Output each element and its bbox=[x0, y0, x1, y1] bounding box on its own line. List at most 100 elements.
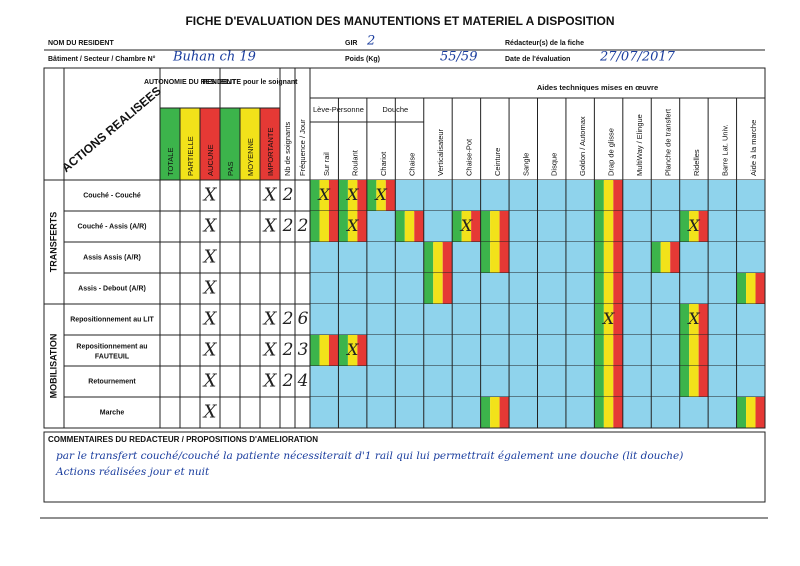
aid-label: Ceinture bbox=[493, 148, 502, 176]
staff-value: 2 bbox=[282, 216, 294, 236]
staff-value: 2 bbox=[282, 309, 294, 329]
aid-stripe bbox=[319, 180, 329, 211]
aid-stripe bbox=[366, 180, 377, 211]
aid-stripe bbox=[689, 304, 699, 335]
aid-cell bbox=[452, 273, 481, 304]
aid-cell bbox=[622, 304, 652, 335]
aid-mark: X bbox=[345, 216, 359, 235]
field-value: 27/07/2017 bbox=[599, 50, 676, 65]
aid-cell bbox=[423, 180, 453, 211]
aid-cell bbox=[537, 180, 566, 211]
aid-stripe bbox=[357, 335, 367, 366]
aid-stripe bbox=[594, 335, 604, 366]
field-label: Rédacteur(s) de la fiche bbox=[505, 40, 584, 47]
aid-cell bbox=[537, 273, 566, 304]
aid-cell bbox=[651, 335, 680, 366]
aid-cell bbox=[565, 242, 595, 273]
aid-stripe bbox=[603, 273, 614, 304]
aid-stripe bbox=[603, 335, 614, 366]
actions-heading: ACTIONS REALISEES bbox=[59, 84, 164, 175]
aid-cell bbox=[537, 304, 566, 335]
aid-stripe bbox=[480, 242, 491, 273]
action-label: Assis Assis (A/R) bbox=[83, 254, 141, 261]
check-mark: X bbox=[262, 309, 278, 330]
field-label: GIR bbox=[345, 40, 357, 47]
aid-cell bbox=[565, 180, 595, 211]
aid-stripe bbox=[423, 242, 434, 273]
aid-cell bbox=[622, 180, 652, 211]
aid-cell bbox=[338, 366, 367, 397]
aid-stripe bbox=[490, 211, 500, 242]
aid-stripe bbox=[471, 211, 481, 242]
aid-cell bbox=[565, 304, 595, 335]
action-label: Assis - Debout (A/R) bbox=[78, 285, 146, 292]
aid-cell bbox=[509, 211, 538, 242]
field-label: NOM DU RESIDENT bbox=[48, 40, 114, 47]
aid-cell bbox=[708, 366, 737, 397]
level-label: IMPORTANTE bbox=[266, 128, 275, 176]
aid-cell bbox=[366, 335, 396, 366]
aid-cell bbox=[736, 211, 765, 242]
aid-stripe bbox=[613, 242, 623, 273]
aid-stripe bbox=[736, 397, 747, 428]
aid-label: Barre Lat. Univ. bbox=[720, 124, 729, 176]
aid-cell bbox=[651, 211, 680, 242]
aid-cell bbox=[395, 366, 424, 397]
aid-cell bbox=[480, 304, 510, 335]
aid-cell bbox=[452, 180, 481, 211]
aid-stripe bbox=[338, 335, 348, 366]
aid-label: Roulant bbox=[351, 149, 360, 176]
aid-cell bbox=[622, 273, 652, 304]
aid-mark: X bbox=[345, 340, 359, 359]
group-title: PENIBILITE pour le soignant bbox=[203, 79, 299, 86]
aid-cell bbox=[708, 273, 737, 304]
check-mark: X bbox=[202, 216, 218, 237]
form-title: FICHE D'EVALUATION DES MANUTENTIONS ET M… bbox=[185, 14, 614, 28]
check-mark: X bbox=[202, 185, 218, 206]
aid-cell bbox=[622, 366, 652, 397]
aid-stripe bbox=[746, 273, 756, 304]
check-mark: X bbox=[202, 402, 218, 423]
aid-stripe bbox=[385, 180, 396, 211]
aid-stripe bbox=[698, 335, 709, 366]
aid-stripe bbox=[746, 397, 756, 428]
aid-stripe bbox=[594, 180, 604, 211]
aid-cell bbox=[452, 366, 481, 397]
aid-cell bbox=[679, 273, 709, 304]
aid-stripe bbox=[613, 211, 623, 242]
aid-stripe bbox=[689, 335, 699, 366]
aid-cell bbox=[423, 397, 453, 428]
frequency-value: 6 bbox=[298, 309, 309, 329]
frequency-value: 4 bbox=[297, 371, 309, 391]
aid-cell bbox=[622, 397, 652, 428]
aid-stripe bbox=[689, 211, 699, 242]
aid-cell bbox=[423, 366, 453, 397]
aid-stripe bbox=[433, 273, 443, 304]
aid-cell bbox=[509, 180, 538, 211]
aid-cell bbox=[565, 335, 595, 366]
check-mark: X bbox=[202, 340, 218, 361]
check-mark: X bbox=[202, 247, 218, 268]
aid-cell bbox=[537, 366, 566, 397]
comments-box bbox=[43, 431, 766, 503]
aid-cell bbox=[736, 335, 765, 366]
aid-label: Planche de transfert bbox=[663, 108, 672, 176]
aid-cell bbox=[395, 180, 424, 211]
aid-stripe bbox=[613, 273, 623, 304]
aid-stripe bbox=[433, 242, 443, 273]
aid-cell bbox=[622, 211, 652, 242]
aid-stripe bbox=[442, 273, 453, 304]
aid-stripe bbox=[736, 273, 747, 304]
action-label: Repositionnement au FAUTEUIL bbox=[76, 343, 147, 360]
aid-label: Sangle bbox=[521, 153, 530, 176]
comment-line: par le transfert couché/couché la patien… bbox=[56, 450, 683, 462]
aid-cell bbox=[651, 397, 680, 428]
aid-stripe bbox=[442, 242, 453, 273]
aid-cell bbox=[708, 335, 737, 366]
aid-cell bbox=[366, 211, 396, 242]
aid-cell bbox=[366, 242, 396, 273]
aid-cell bbox=[708, 211, 737, 242]
aid-label: Disque bbox=[550, 153, 559, 176]
check-mark: X bbox=[262, 216, 278, 237]
